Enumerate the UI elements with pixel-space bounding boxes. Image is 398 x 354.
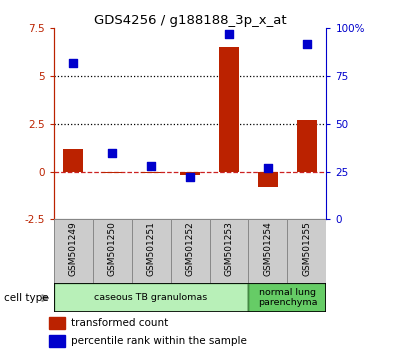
Bar — [248, 283, 326, 312]
Bar — [54, 283, 248, 312]
Bar — [258, 172, 278, 187]
Bar — [63, 149, 83, 172]
Point — [226, 31, 232, 37]
Text: transformed count: transformed count — [71, 318, 168, 327]
Bar — [297, 120, 317, 172]
Point — [187, 175, 193, 180]
Bar — [180, 172, 200, 175]
Text: normal lung
parenchyma: normal lung parenchyma — [258, 288, 317, 307]
Text: caseous TB granulomas: caseous TB granulomas — [94, 293, 208, 302]
Bar — [49, 335, 65, 347]
Bar — [49, 316, 65, 329]
Bar — [141, 172, 161, 173]
Bar — [248, 219, 287, 283]
Text: percentile rank within the sample: percentile rank within the sample — [71, 336, 247, 346]
Text: GSM501249: GSM501249 — [69, 221, 78, 276]
Bar — [287, 219, 326, 283]
Bar — [209, 219, 248, 283]
Point — [304, 41, 310, 46]
Point — [70, 60, 76, 65]
Bar — [132, 219, 171, 283]
Bar — [171, 219, 209, 283]
Text: cell type: cell type — [4, 293, 49, 303]
Bar — [102, 172, 122, 173]
Bar — [219, 47, 239, 172]
Text: GSM501254: GSM501254 — [263, 221, 273, 276]
Bar — [93, 219, 132, 283]
Text: GSM501255: GSM501255 — [302, 221, 311, 276]
Text: GSM501252: GSM501252 — [185, 221, 195, 276]
Text: GSM501250: GSM501250 — [107, 221, 117, 276]
Point — [109, 150, 115, 155]
Point — [265, 165, 271, 171]
Title: GDS4256 / g188188_3p_x_at: GDS4256 / g188188_3p_x_at — [94, 14, 286, 27]
Text: GSM501253: GSM501253 — [224, 221, 234, 276]
Text: GSM501251: GSM501251 — [146, 221, 156, 276]
Bar — [54, 219, 93, 283]
Point — [148, 163, 154, 169]
